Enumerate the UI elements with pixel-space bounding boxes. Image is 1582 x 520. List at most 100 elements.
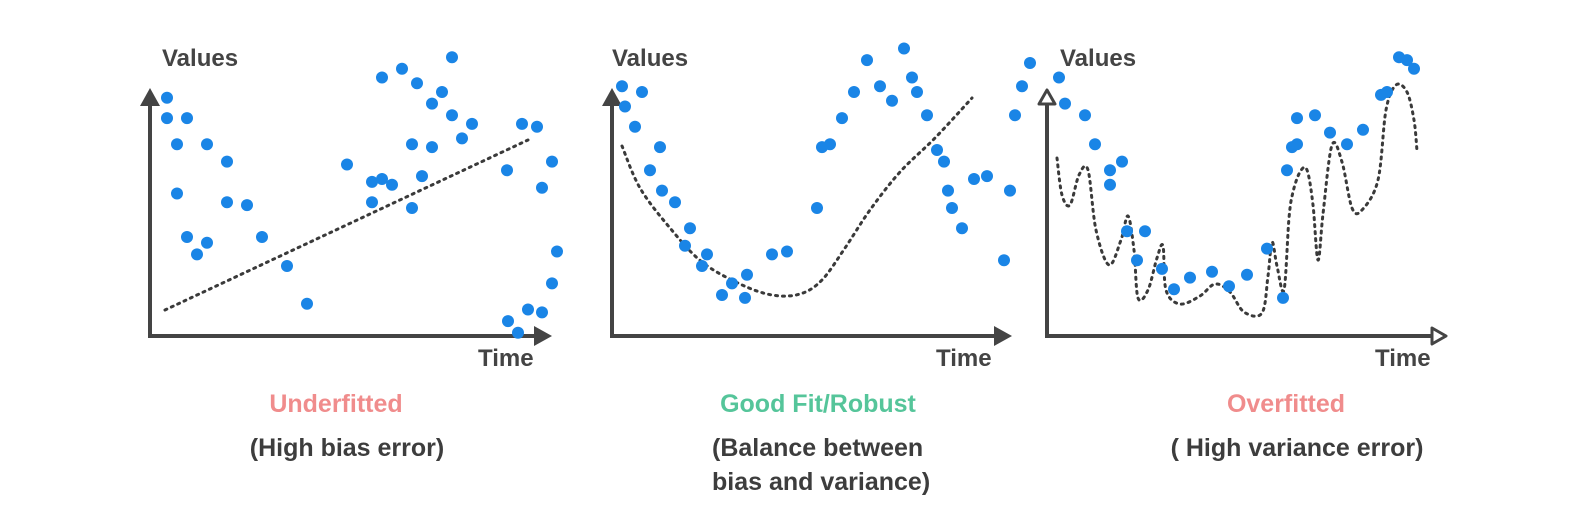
- data-point: [1121, 225, 1133, 238]
- fit-curve: [1055, 82, 1419, 318]
- data-point: [861, 54, 873, 67]
- data-point: [848, 86, 860, 98]
- data-point: [1016, 80, 1028, 93]
- data-points: [161, 51, 563, 339]
- data-point: [551, 245, 563, 258]
- data-point: [366, 196, 378, 209]
- data-point: [1408, 62, 1420, 75]
- x-axis-arrowhead: [994, 326, 1012, 346]
- data-point: [946, 202, 958, 214]
- data-point: [1116, 155, 1128, 168]
- data-point: [376, 173, 388, 185]
- data-point: [181, 112, 193, 125]
- data-point: [436, 86, 448, 98]
- data-point: [411, 77, 423, 90]
- data-point: [221, 196, 233, 209]
- data-point: [546, 277, 558, 290]
- data-point: [341, 158, 353, 171]
- data-point: [1168, 283, 1180, 296]
- data-point: [1104, 164, 1116, 177]
- panel-good-fit: Values Time Good Fit/Robust (Balance bet…: [602, 42, 1036, 496]
- fit-path: [1055, 82, 1419, 318]
- data-point: [679, 239, 691, 252]
- data-point: [1004, 184, 1016, 197]
- data-point: [644, 164, 656, 177]
- data-point: [1139, 225, 1151, 238]
- data-point: [1401, 54, 1413, 67]
- data-point: [1291, 138, 1303, 151]
- data-point: [1277, 291, 1289, 304]
- data-point: [1261, 242, 1273, 255]
- data-points: [1053, 51, 1420, 304]
- panel-underfitted: Values Time Underfitted (High bias error…: [140, 45, 563, 462]
- data-point: [386, 178, 398, 191]
- data-point: [446, 51, 458, 64]
- data-point: [241, 199, 253, 212]
- data-point: [836, 112, 848, 125]
- data-point: [1324, 126, 1336, 139]
- data-point: [1024, 57, 1036, 69]
- data-point: [536, 306, 548, 319]
- data-point: [968, 173, 980, 185]
- data-point: [396, 62, 408, 75]
- data-point: [191, 248, 203, 261]
- data-point: [654, 141, 666, 154]
- data-point: [636, 86, 648, 98]
- data-point: [466, 117, 478, 130]
- data-point: [938, 155, 950, 168]
- x-axis-label: Time: [1375, 345, 1431, 372]
- y-axis-arrowhead: [602, 88, 622, 106]
- data-point: [161, 112, 173, 125]
- data-point: [1104, 178, 1116, 191]
- data-point: [1053, 71, 1065, 84]
- panel-title: Underfitted: [269, 390, 402, 418]
- data-point: [406, 202, 418, 214]
- data-point: [811, 202, 823, 214]
- data-point: [1357, 123, 1369, 136]
- data-point: [171, 138, 183, 151]
- data-point: [1131, 254, 1143, 267]
- data-point: [911, 86, 923, 98]
- data-point: [161, 91, 173, 104]
- data-point: [426, 97, 438, 110]
- data-point: [942, 184, 954, 197]
- data-point: [824, 138, 836, 151]
- data-point: [1184, 271, 1196, 284]
- data-point: [171, 187, 183, 200]
- data-point: [366, 175, 378, 188]
- data-point: [781, 245, 793, 258]
- data-point: [1059, 97, 1071, 110]
- data-point: [921, 109, 933, 122]
- data-point: [1291, 112, 1303, 125]
- data-point: [406, 138, 418, 151]
- panel-overfitted: Values Time Overfitted ( High variance e…: [1037, 45, 1448, 462]
- data-point: [616, 80, 628, 93]
- data-point: [546, 155, 558, 168]
- panel-subtitle-line-1: (Balance between: [712, 434, 923, 462]
- data-point: [874, 80, 886, 93]
- data-point: [221, 155, 233, 168]
- data-point: [669, 196, 681, 209]
- data-point: [1223, 280, 1235, 293]
- data-point: [416, 170, 428, 183]
- data-point: [886, 94, 898, 107]
- data-point: [656, 184, 668, 197]
- data-point: [716, 289, 728, 301]
- y-axis-arrowhead: [140, 88, 160, 106]
- data-point: [516, 117, 528, 130]
- data-point: [456, 132, 468, 145]
- data-point: [531, 120, 543, 133]
- data-point: [998, 254, 1010, 267]
- panel-subtitle: (High bias error): [250, 434, 444, 462]
- x-axis-label: Time: [936, 345, 992, 372]
- data-point: [1206, 265, 1218, 278]
- data-point: [446, 109, 458, 122]
- data-point: [201, 236, 213, 249]
- data-point: [281, 260, 293, 272]
- y-axis-label: Values: [612, 45, 688, 72]
- data-point: [522, 303, 534, 316]
- data-point: [301, 297, 313, 310]
- data-point: [981, 170, 993, 183]
- data-point: [512, 326, 524, 339]
